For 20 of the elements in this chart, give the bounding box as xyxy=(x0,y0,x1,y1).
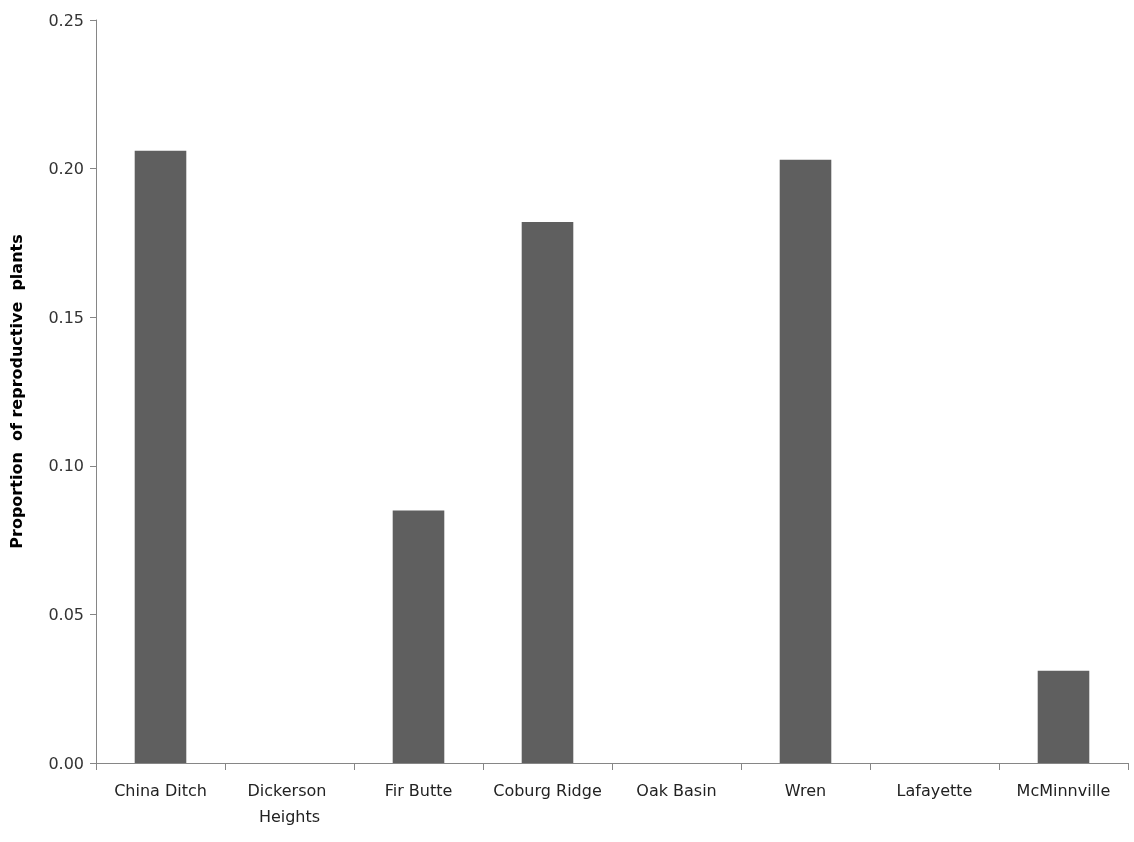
x-tick-label: Coburg Ridge xyxy=(493,780,602,800)
bar xyxy=(1037,670,1090,763)
bar xyxy=(134,150,187,763)
y-tick-label: 0.20 xyxy=(48,159,84,179)
x-tick-label: Lafayette xyxy=(896,780,973,800)
bar xyxy=(779,159,832,763)
y-tick-label: 0.05 xyxy=(48,604,84,624)
bar xyxy=(392,510,445,763)
y-axis-title: Proportion of reproductive plants xyxy=(6,234,26,549)
y-tick-label: 0.15 xyxy=(48,307,84,327)
x-tick-label: Dickerson Heights xyxy=(247,780,332,826)
x-tick-label: China Ditch xyxy=(114,780,207,800)
bar xyxy=(521,222,574,763)
y-tick-label: 0.25 xyxy=(48,10,84,30)
y-tick-label: 0.10 xyxy=(48,456,84,476)
y-tick-label: 0.00 xyxy=(48,753,84,773)
x-tick-label: Fir Butte xyxy=(384,780,453,800)
x-tick-label: Wren xyxy=(784,780,827,800)
x-tick-label: Oak Basin xyxy=(636,780,717,800)
x-tick-label: McMinnville xyxy=(1016,780,1111,800)
